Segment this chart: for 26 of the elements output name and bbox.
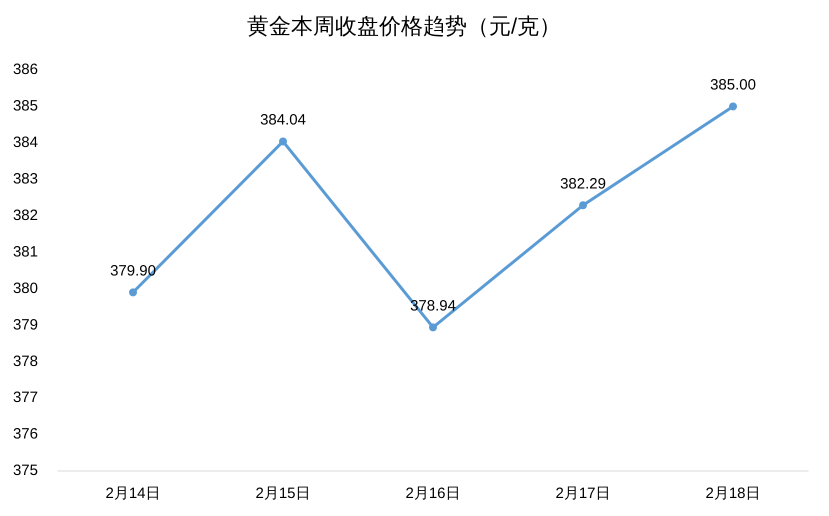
point xyxy=(279,137,287,146)
y-tick-label: 375 xyxy=(12,462,38,480)
y-tick-label: 380 xyxy=(12,280,38,297)
point xyxy=(429,323,437,332)
data-label: 382.29 xyxy=(560,175,606,192)
y-tick-label: 383 xyxy=(12,170,38,188)
x-tick-label: 2月15日 xyxy=(255,485,311,502)
x-tick-label: 2月17日 xyxy=(555,485,611,502)
data-label: 385.00 xyxy=(710,76,756,94)
x-tick-label: 2月18日 xyxy=(705,485,761,502)
x-tick-label: 2月16日 xyxy=(405,485,461,502)
y-tick-label: 376 xyxy=(12,426,38,443)
point xyxy=(129,288,137,296)
y-tick-label: 377 xyxy=(12,389,38,406)
y-tick-label: 386 xyxy=(12,61,38,78)
y-tick-label: 384 xyxy=(12,134,38,152)
data-label: 384.04 xyxy=(260,112,306,129)
y-tick-label: 378 xyxy=(12,352,38,370)
y-tick-label: 382 xyxy=(12,206,38,224)
y-tick-label: 385 xyxy=(12,98,38,115)
y-tick-label: 379 xyxy=(12,316,38,334)
point xyxy=(579,201,587,210)
chart-title: 黄金本周收盘价格趋势（元/克） xyxy=(246,13,562,38)
point xyxy=(729,102,737,110)
x-tick-label: 2月14日 xyxy=(105,485,161,502)
y-tick-label: 381 xyxy=(12,243,38,260)
